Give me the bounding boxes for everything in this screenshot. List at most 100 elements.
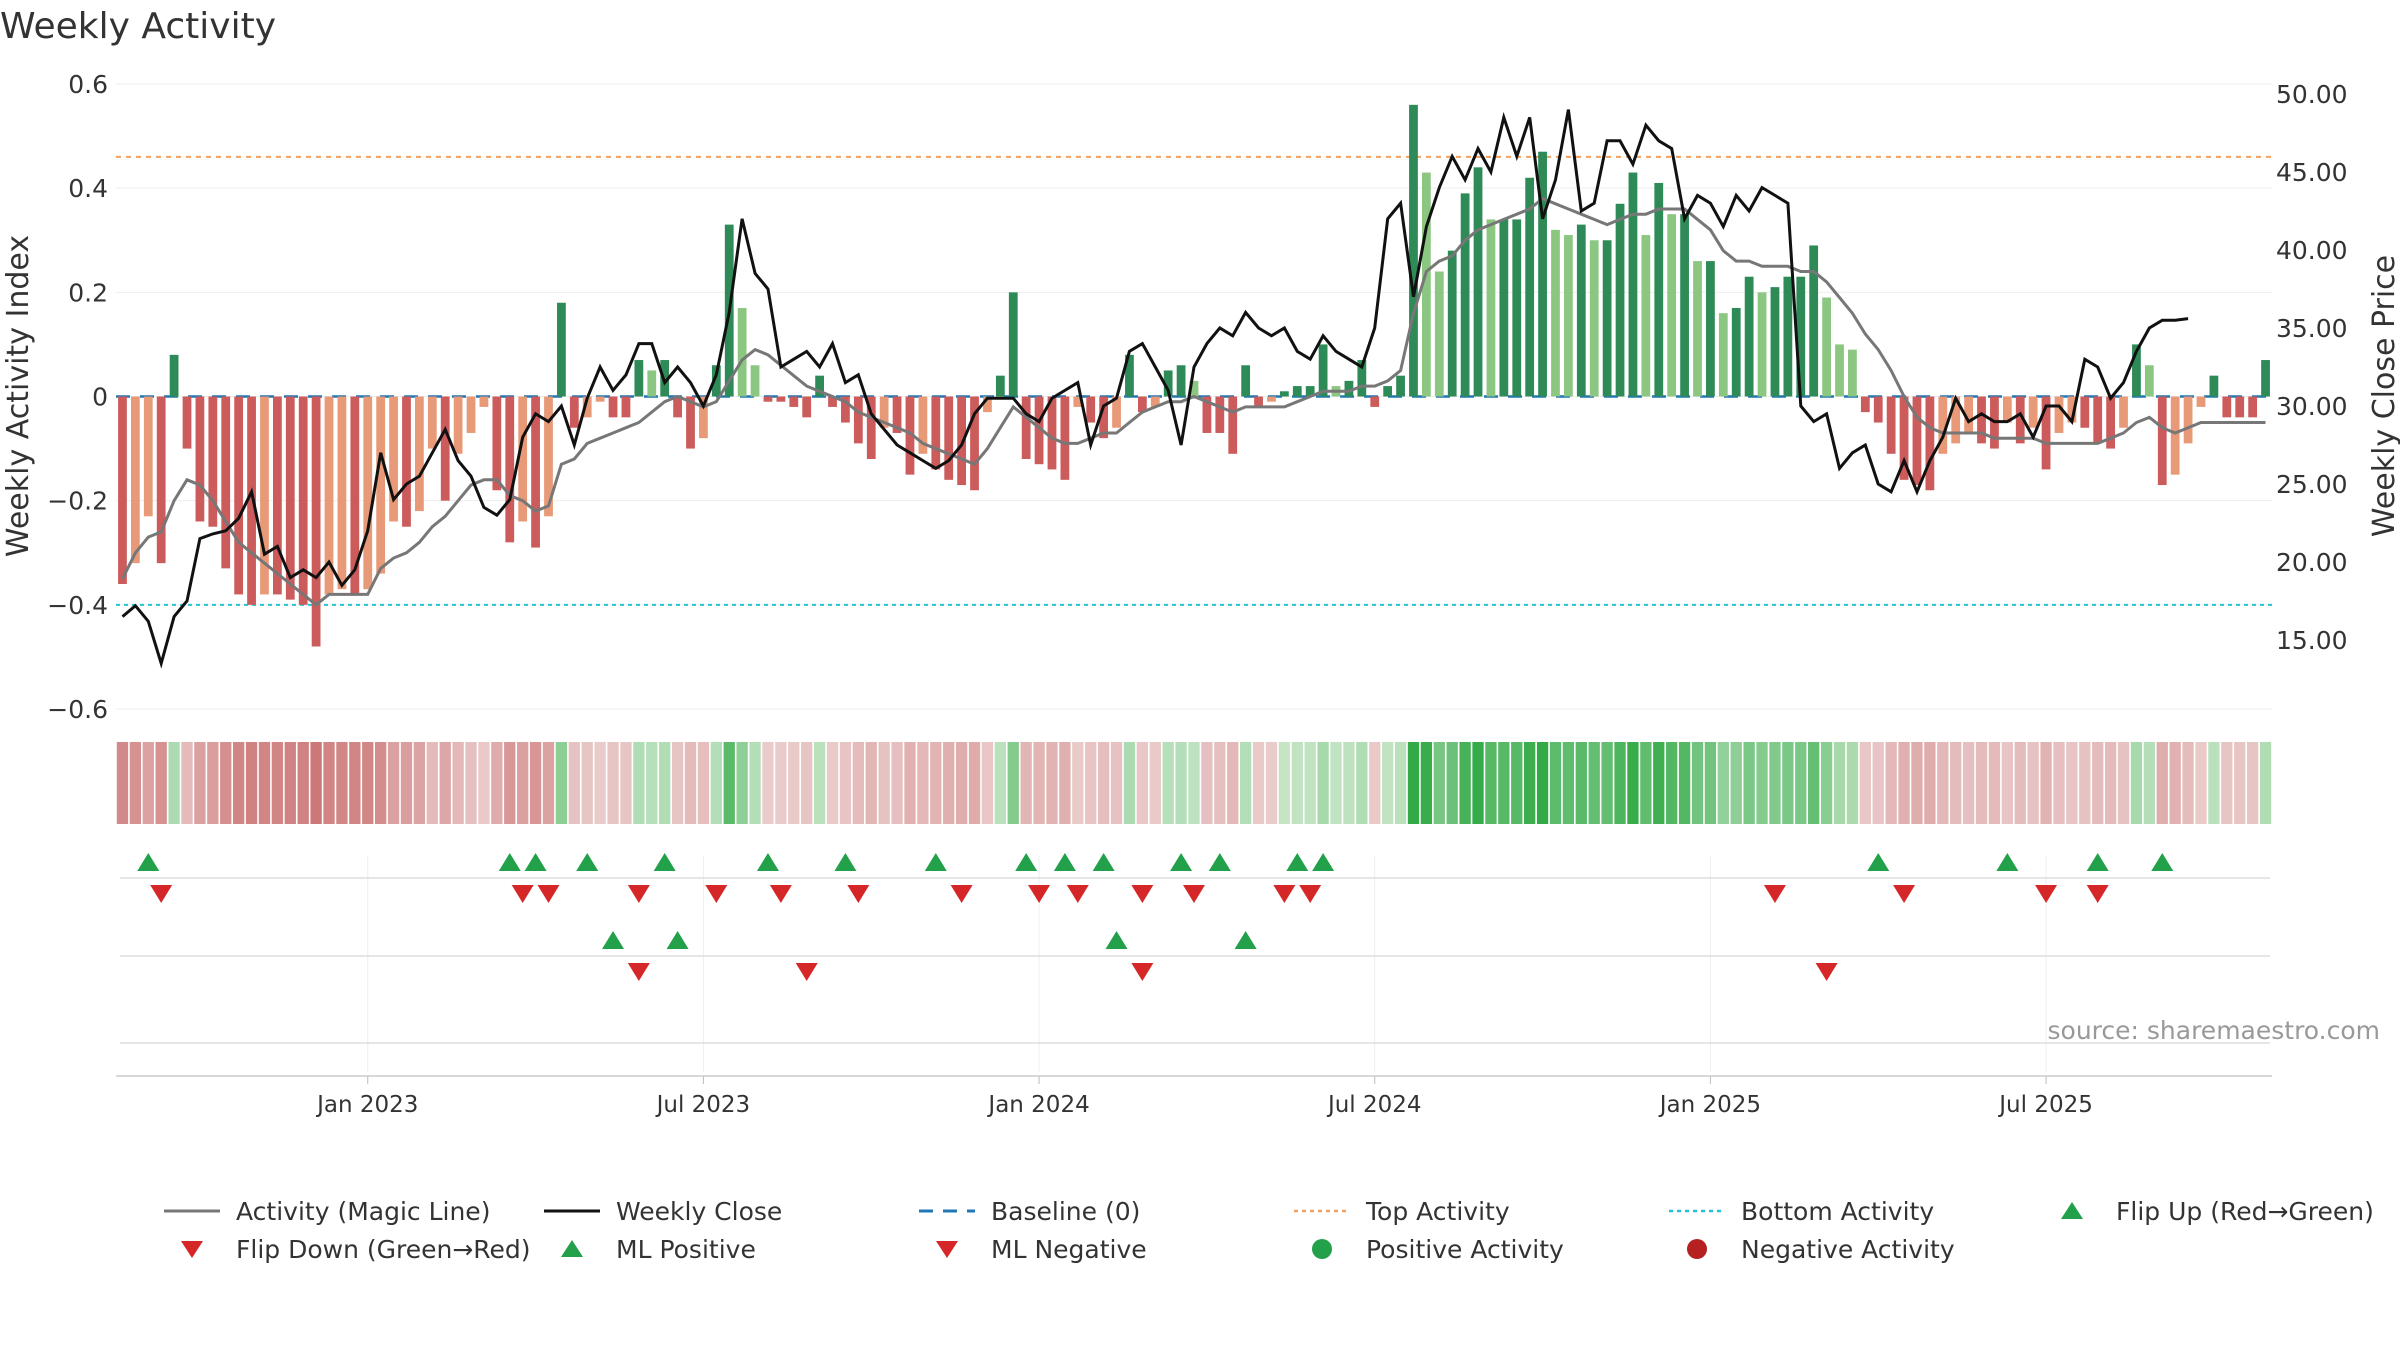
activity-bar <box>414 396 424 512</box>
legend-label: ML Negative <box>991 1234 1147 1264</box>
legend-top-activity: Top Activity <box>1290 1196 1510 1226</box>
activity-bar <box>557 302 566 397</box>
legend-swatch <box>540 1234 604 1264</box>
y-tick-label: 0.2 <box>68 278 108 307</box>
flip-up-marker <box>1312 853 1335 871</box>
heat-cell <box>581 742 593 824</box>
heat-cell <box>607 742 619 824</box>
heat-cell <box>1227 742 1239 824</box>
heat-cell <box>633 742 645 824</box>
activity-bar <box>1886 396 1896 454</box>
activity-bar <box>2222 396 2232 418</box>
heat-cell <box>491 742 503 824</box>
y-tick-label: −0.6 <box>47 695 108 724</box>
activity-bar <box>776 396 786 402</box>
activity-bar <box>324 396 334 595</box>
activity-bar <box>1951 396 1961 444</box>
heat-cell <box>1808 742 1820 824</box>
flip-down-marker <box>1183 885 1205 903</box>
heat-cell <box>2104 742 2117 824</box>
heat-cell <box>710 742 722 824</box>
activity-bar <box>1215 396 1225 433</box>
activity-bar <box>1589 240 1599 397</box>
flip-up-marker <box>756 853 779 871</box>
heat-cell <box>1898 742 1910 824</box>
heat-cell <box>1962 742 1975 824</box>
heat-cell <box>1291 742 1303 824</box>
activity-bar <box>1628 172 1638 397</box>
activity-bar <box>350 396 360 595</box>
activity-bar <box>337 396 347 590</box>
heat-cell <box>2195 742 2207 824</box>
heat-cell <box>775 742 787 824</box>
legend-label: Positive Activity <box>1366 1234 1564 1264</box>
activity-bar <box>1641 235 1651 397</box>
heat-cell <box>529 742 542 824</box>
heat-cell <box>1033 742 1045 824</box>
activity-bar <box>1576 224 1586 397</box>
activity-bar <box>983 396 992 413</box>
flip-up-marker <box>1015 853 1038 871</box>
ml-negative-marker <box>1131 963 1154 981</box>
activity-bar <box>1473 167 1483 397</box>
heat-cell <box>1846 742 1859 824</box>
activity-bar <box>466 396 476 433</box>
heat-cell <box>439 742 451 824</box>
legend-swatch <box>915 1196 979 1226</box>
x-tick-label: Jan 2025 <box>1658 1092 1761 1118</box>
heat-cell <box>1394 742 1407 824</box>
heat-cell <box>1511 742 1523 824</box>
activity-bar <box>841 396 850 423</box>
y-tick-label: 0 <box>92 383 108 412</box>
heat-cell <box>2092 742 2104 824</box>
activity-bar <box>479 396 489 407</box>
y-tick-label: −0.2 <box>47 487 108 516</box>
heat-cell <box>697 742 710 824</box>
legend-label: Bottom Activity <box>1741 1196 1935 1226</box>
y2-tick-label: 35.00 <box>2276 314 2348 343</box>
activity-bar <box>389 396 398 522</box>
legend-swatch <box>1290 1234 1354 1264</box>
heat-cell <box>1678 742 1691 824</box>
activity-bar <box>208 396 218 527</box>
heat-cell <box>1730 742 1742 824</box>
heat-cell <box>310 742 322 824</box>
activity-bar <box>1086 396 1096 423</box>
heat-cell <box>736 742 748 824</box>
legend-ml-positive: ML Positive <box>540 1234 756 1264</box>
series-lines <box>121 109 2266 669</box>
activity-bar <box>1112 396 1121 428</box>
heat-cell <box>826 742 839 824</box>
heat-cell <box>1743 742 1755 824</box>
activity-bar <box>402 396 411 527</box>
activity-bar <box>647 370 657 397</box>
heat-cell <box>1123 742 1136 824</box>
heat-cell <box>1975 742 1988 824</box>
activity-bar <box>1383 386 1393 397</box>
heat-cell <box>801 742 813 824</box>
source-label: source: sharemaestro.com <box>2048 1016 2381 1045</box>
heat-cell <box>1369 742 1381 824</box>
heat-cell <box>2169 742 2181 824</box>
heat-cell <box>517 742 529 824</box>
flip-markers <box>137 853 2174 981</box>
heat-cell <box>2014 742 2026 824</box>
activity-bar <box>1525 177 1535 397</box>
heat-cell <box>671 742 684 824</box>
y2-tick-label: 50.00 <box>2276 80 2348 109</box>
activity-bar <box>376 396 386 574</box>
activity-bar <box>1899 396 1909 480</box>
heat-cell <box>349 742 361 824</box>
activity-bar <box>1693 261 1702 397</box>
heat-cell <box>2130 742 2143 824</box>
flip-down-marker <box>705 885 728 903</box>
activity-bar <box>544 396 553 517</box>
heat-cell <box>1549 742 1562 824</box>
flip-down-marker <box>847 885 870 903</box>
flip-down-marker <box>769 885 792 903</box>
legend-label: Flip Down (Green→Red) <box>236 1234 531 1264</box>
flip-down-marker <box>2035 885 2058 903</box>
heat-cell <box>2221 742 2233 824</box>
heat-cell <box>1162 742 1174 824</box>
heat-cell <box>297 742 309 824</box>
